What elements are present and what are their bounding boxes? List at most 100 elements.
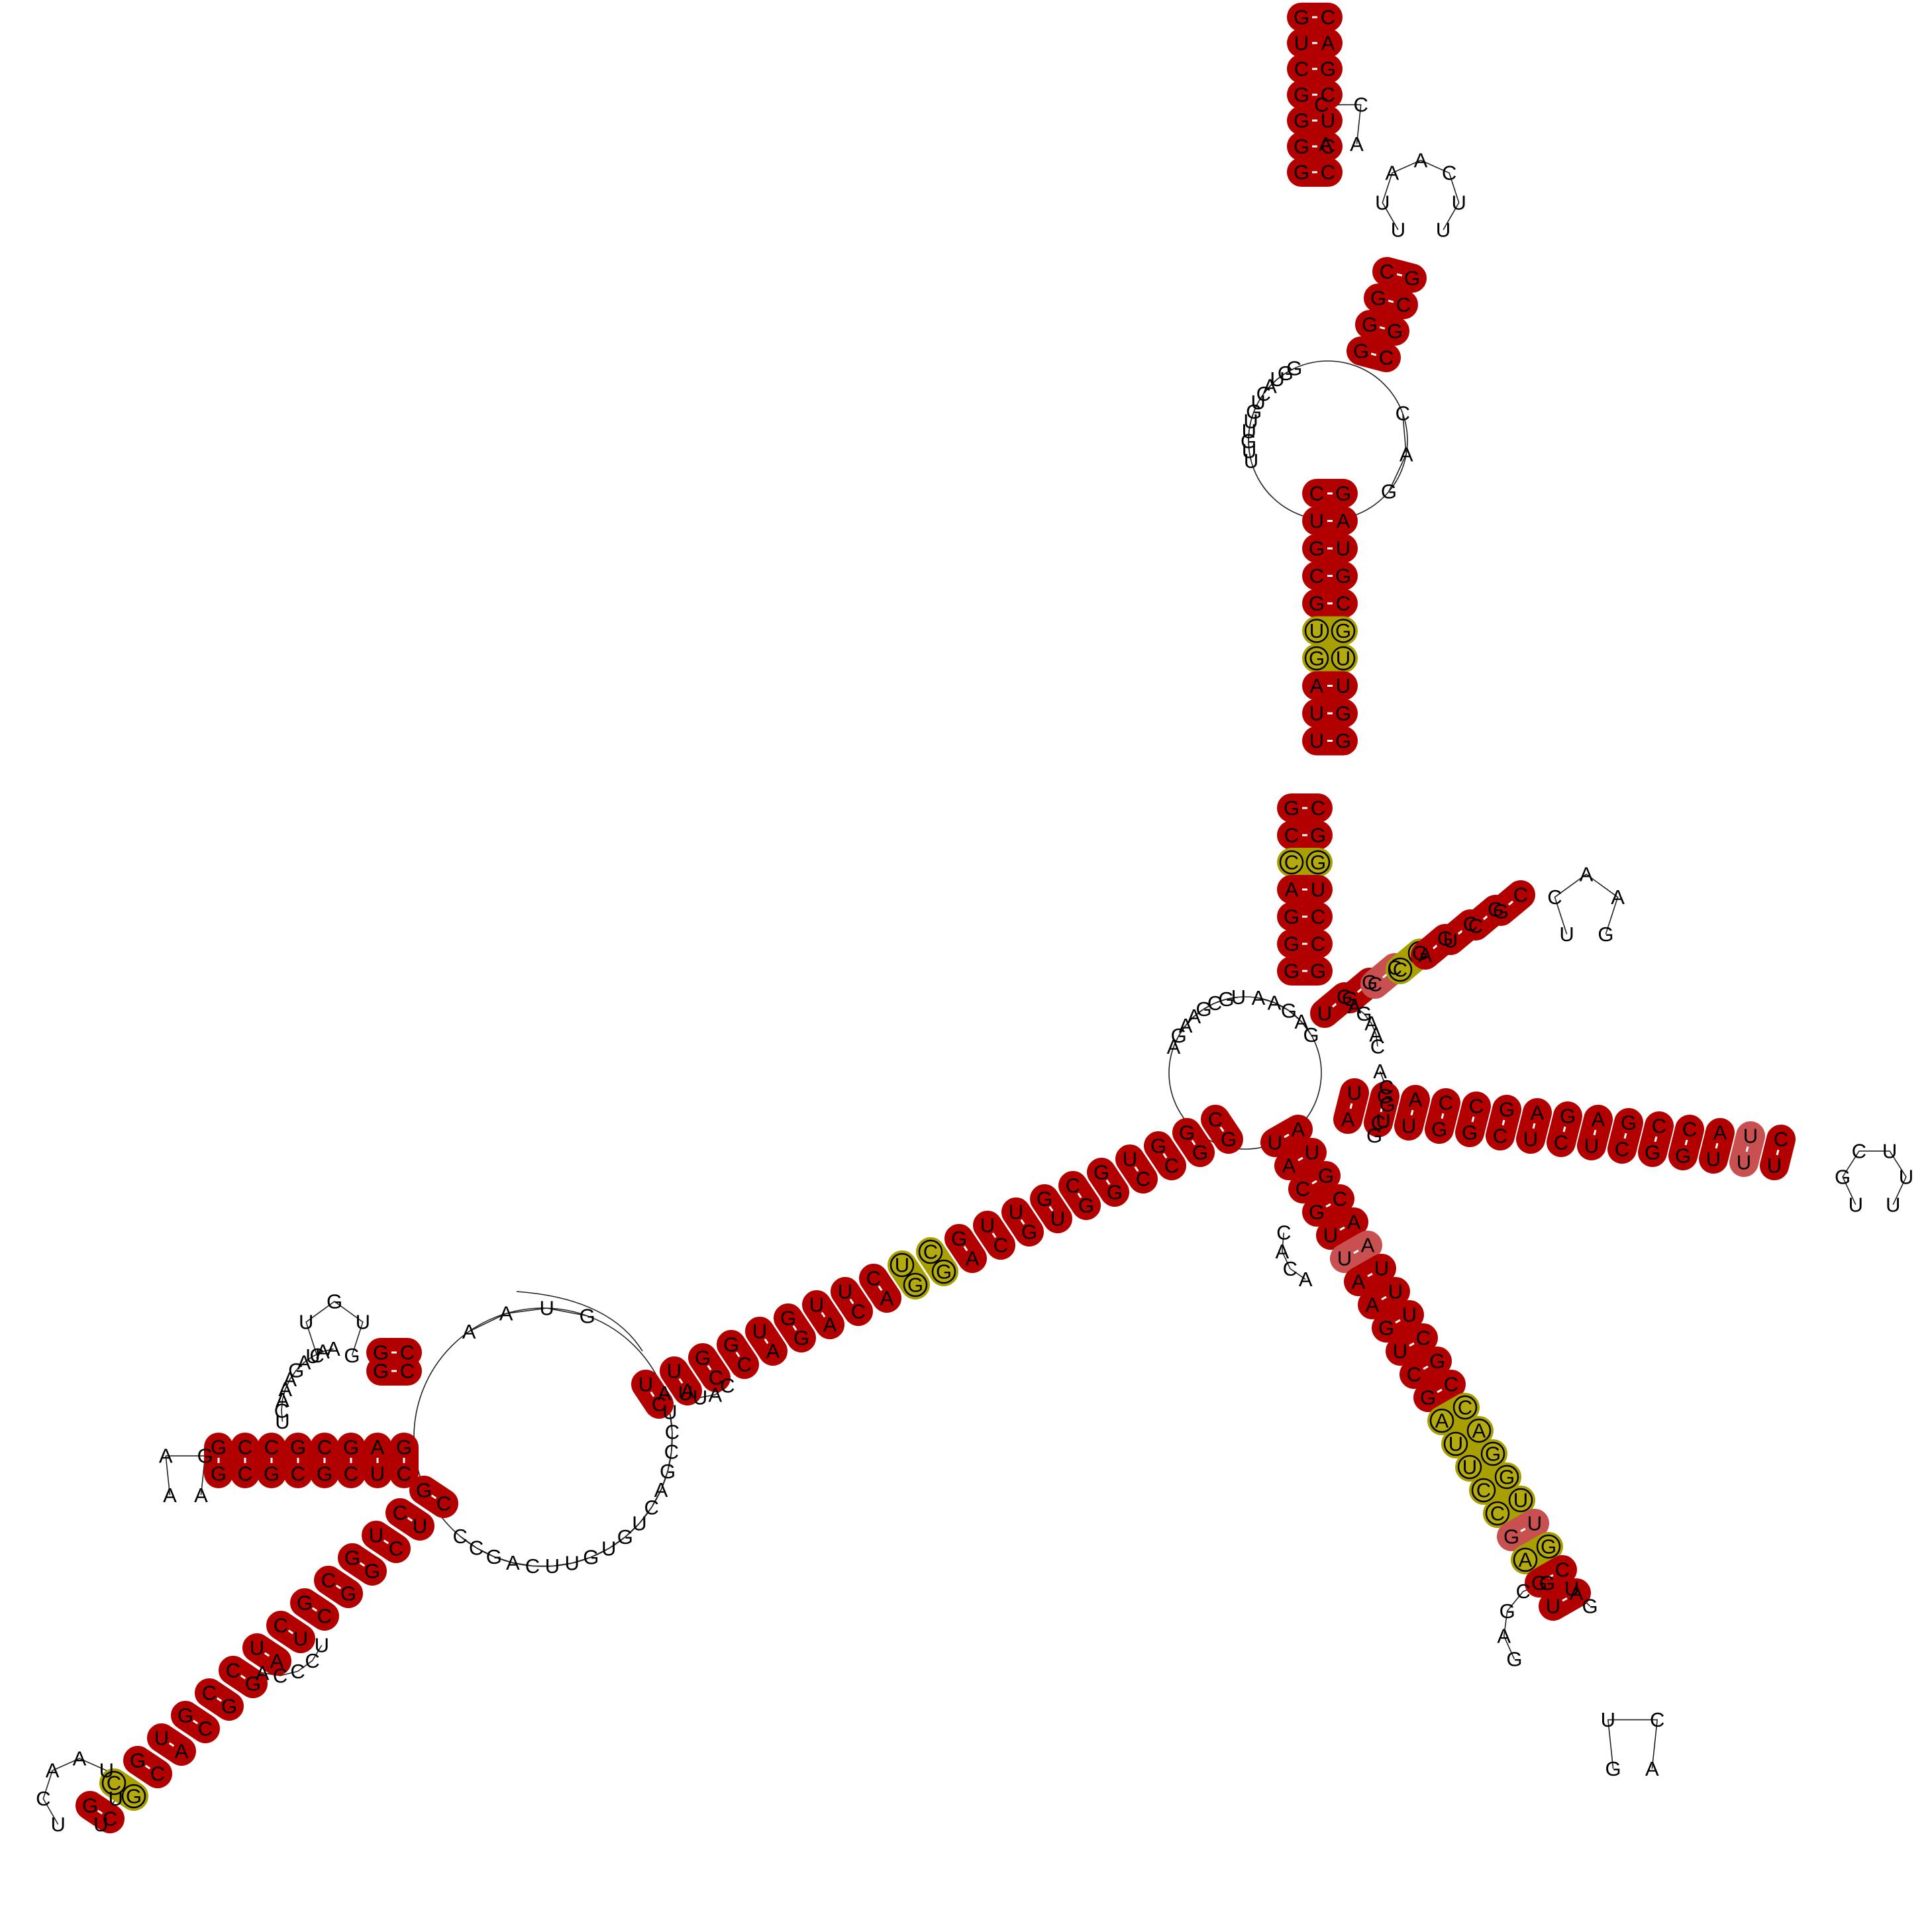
pair-bond bbox=[1134, 1166, 1139, 1172]
nucleotide: U bbox=[1374, 1257, 1389, 1280]
nucleotide: U bbox=[250, 1637, 264, 1660]
nucleotide: C bbox=[1396, 293, 1411, 317]
unpaired-nucleotide: G bbox=[1219, 988, 1235, 1011]
loop-backbone bbox=[1607, 1719, 1658, 1769]
nucleotide: A bbox=[1713, 1121, 1727, 1144]
nucleotide: C bbox=[400, 1360, 415, 1383]
unpaired-nucleotide: C bbox=[1396, 401, 1410, 425]
pair-bond bbox=[1380, 1106, 1384, 1113]
pair-bond bbox=[1048, 1205, 1054, 1212]
nucleotide: C bbox=[1296, 1178, 1310, 1201]
nucleotide: U bbox=[413, 1515, 427, 1538]
nucleotide: C bbox=[737, 1353, 752, 1376]
unpaired-nucleotide: C bbox=[1256, 382, 1271, 405]
nucleotide: U bbox=[1123, 1148, 1137, 1171]
unpaired-nucleotide: A bbox=[708, 1383, 722, 1406]
unpaired-nucleotide: A bbox=[297, 1351, 311, 1374]
nucleotide: G bbox=[1093, 1161, 1109, 1184]
nucleotide: G bbox=[1493, 900, 1509, 923]
nucleotide: G bbox=[1284, 933, 1299, 956]
nucleotide: G bbox=[1541, 1535, 1556, 1558]
nucleotide: U bbox=[1347, 1082, 1362, 1105]
pair-bond bbox=[1395, 1319, 1401, 1324]
nucleotide: G bbox=[1320, 58, 1336, 81]
nucleotide: G bbox=[1335, 564, 1351, 587]
nucleotide: A bbox=[270, 1650, 284, 1673]
nucleotide: C bbox=[1513, 884, 1528, 907]
unpaired-nucleotide: G bbox=[1381, 480, 1397, 503]
gu-marker bbox=[121, 1784, 146, 1809]
pair-bond bbox=[1715, 1143, 1719, 1149]
nucleotide: C bbox=[436, 1492, 451, 1515]
unpaired-nucleotide: G bbox=[486, 1545, 502, 1568]
helix-right-upper-hairpin bbox=[1310, 880, 1535, 1028]
loop-nucleotide: U bbox=[1391, 218, 1405, 241]
nucleotide: A bbox=[1337, 509, 1350, 533]
pair-bond bbox=[1191, 1139, 1196, 1146]
nucleotide: U bbox=[1294, 32, 1309, 55]
loop-backbone bbox=[468, 1307, 587, 1332]
unpaired-nucleotide: C bbox=[305, 1649, 319, 1672]
loop-nucleotide: G bbox=[1835, 1165, 1851, 1188]
loop-backbone bbox=[1354, 1005, 1378, 1047]
nucleotide: U bbox=[1401, 1115, 1416, 1138]
nucleotide: G bbox=[245, 1672, 261, 1696]
unpaired-nucleotide: U bbox=[539, 1297, 554, 1320]
nucleotide: C bbox=[1615, 1138, 1629, 1161]
nucleotide: C bbox=[709, 1366, 723, 1390]
nucleotide: G bbox=[1284, 797, 1299, 820]
nucleotide: C bbox=[1321, 135, 1335, 158]
nucleotide: C bbox=[321, 1569, 336, 1592]
nucleotide: U bbox=[1309, 729, 1324, 752]
nucleotide: A bbox=[1282, 1154, 1296, 1178]
loop-nucleotide: C bbox=[1650, 1708, 1664, 1731]
nucleotide: G bbox=[1284, 960, 1299, 983]
gu-marker bbox=[1388, 957, 1413, 982]
pair-bond bbox=[192, 1719, 199, 1725]
pair-bond bbox=[1532, 1123, 1536, 1129]
unpaired-nucleotide: U bbox=[1231, 986, 1246, 1009]
nucleotide: C bbox=[1136, 1168, 1150, 1191]
unpaired-nucleotide: G bbox=[1506, 1647, 1522, 1670]
pair-bond bbox=[264, 1652, 270, 1657]
nucleotide: G bbox=[1150, 1135, 1166, 1158]
unpaired-nucleotide: G bbox=[583, 1546, 599, 1569]
nucleotide: A bbox=[1435, 1409, 1449, 1433]
nucleotide: G bbox=[1309, 647, 1325, 670]
nucleotide: U bbox=[895, 1254, 909, 1277]
unpaired-nucleotide: G bbox=[660, 1460, 676, 1483]
nucleotide: U bbox=[1737, 1151, 1751, 1174]
loop-nucleotide: G bbox=[327, 1290, 342, 1313]
nucleotide: A bbox=[1592, 1108, 1605, 1131]
unpaired-nucleotide: G bbox=[1286, 357, 1302, 380]
pair-bond bbox=[311, 1607, 318, 1612]
pair-bond bbox=[1482, 915, 1489, 921]
nucleotide: G bbox=[1294, 6, 1309, 29]
gu-marker bbox=[931, 1259, 956, 1284]
nucleotide: U bbox=[1050, 1207, 1065, 1231]
nucleotide: U bbox=[1309, 509, 1324, 533]
nucleotide: U bbox=[1337, 1247, 1352, 1270]
gu-marker bbox=[1429, 1408, 1454, 1433]
unpaired-nucleotide: U bbox=[564, 1552, 579, 1575]
unpaired-nucleotide: A bbox=[256, 1661, 270, 1684]
unpaired-nucleotide: A bbox=[1252, 986, 1266, 1009]
pair-bond bbox=[431, 1494, 437, 1500]
pair-bond bbox=[1367, 1272, 1373, 1278]
nucleotide: G bbox=[1107, 1181, 1123, 1204]
loop-nucleotide: U bbox=[1451, 191, 1466, 215]
nucleotide: G bbox=[1078, 1194, 1094, 1217]
helix-upper-hairpin-left bbox=[1287, 3, 1343, 187]
nucleotide: U bbox=[752, 1320, 767, 1343]
nucleotide: G bbox=[290, 1436, 306, 1459]
nucleotide: U bbox=[1321, 109, 1335, 132]
helix-upper-hairpin-right bbox=[1347, 257, 1427, 372]
unpaired-nucleotide: C bbox=[1516, 1580, 1531, 1603]
pair-bond bbox=[1457, 929, 1464, 935]
nucleotide: C bbox=[1321, 161, 1335, 184]
unpaired-nucleotide: A bbox=[1497, 1625, 1511, 1648]
nucleotide: C bbox=[1309, 564, 1324, 587]
nucleotide: C bbox=[1407, 1363, 1421, 1386]
nucleotide: G bbox=[1485, 1443, 1501, 1466]
pair-bond bbox=[1020, 1219, 1025, 1225]
